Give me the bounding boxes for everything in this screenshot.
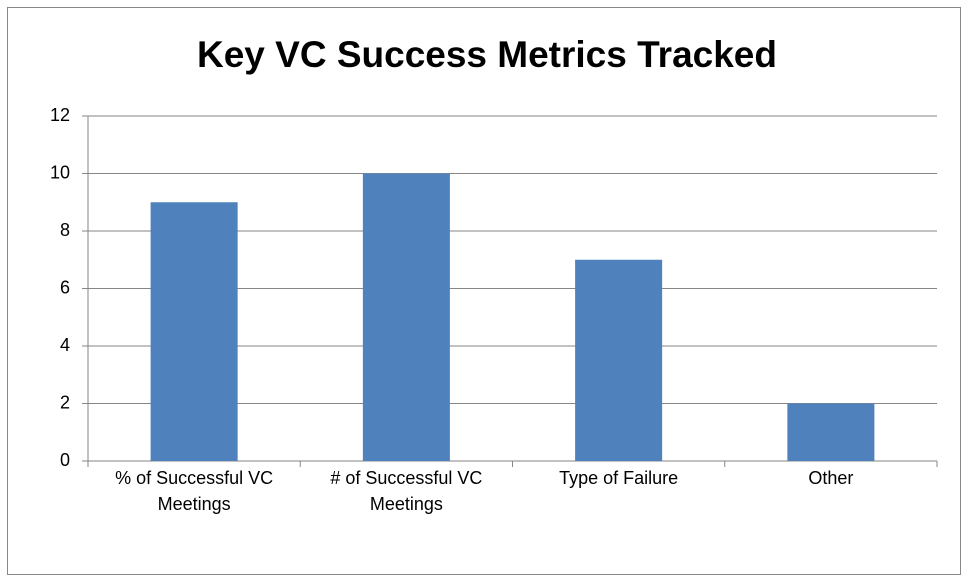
y-tick-label: 4 <box>60 335 70 355</box>
x-tick-label: # of Successful VC Meetings <box>330 468 483 514</box>
bar <box>575 259 663 461</box>
y-tick-label: 8 <box>60 220 70 240</box>
y-tick-label: 12 <box>50 105 70 125</box>
y-tick-label: 0 <box>60 450 70 470</box>
x-tick-label: Other <box>808 468 854 488</box>
y-tick-label: 10 <box>50 162 70 182</box>
bar <box>787 403 875 461</box>
x-tick-label: Type of Failure <box>559 468 679 488</box>
chart-title: Key VC Success Metrics Tracked <box>197 34 777 75</box>
x-tick-label: % of Successful VC Meetings <box>115 468 274 514</box>
bar <box>150 202 238 461</box>
bar <box>362 173 450 461</box>
y-tick-label: 6 <box>60 277 70 297</box>
y-tick-label: 2 <box>60 392 70 412</box>
